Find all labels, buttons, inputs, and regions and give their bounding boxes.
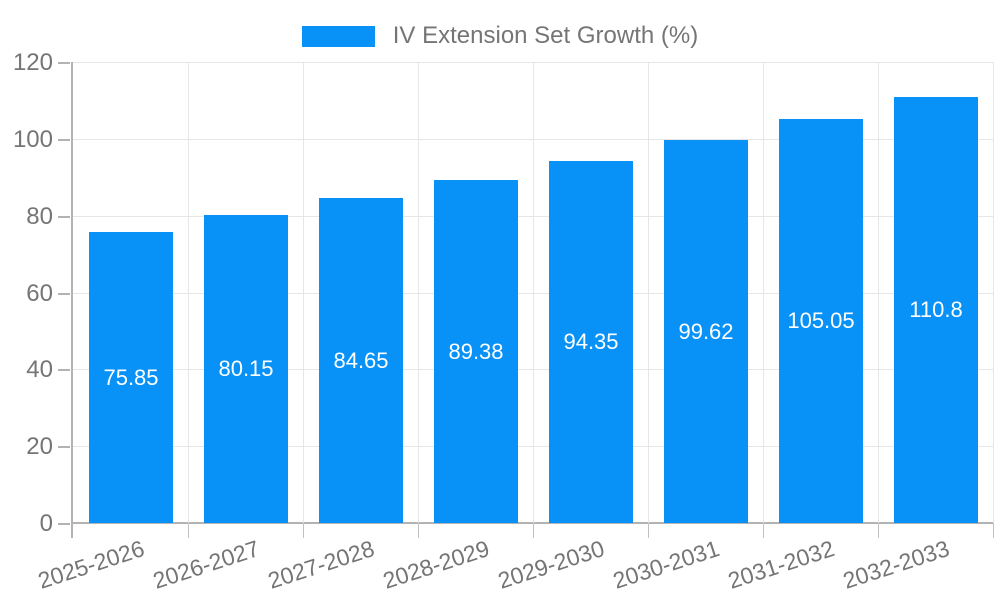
- v-gridline: [303, 62, 304, 523]
- x-tick-label: 2025-2026: [34, 535, 148, 594]
- bar[interactable]: 80.15: [204, 215, 288, 523]
- bar-value-label: 94.35: [563, 329, 619, 354]
- v-gridline: [533, 62, 534, 523]
- y-tick-mark: [58, 369, 70, 371]
- bar-value-label: 99.62: [678, 318, 734, 344]
- v-gridline: [648, 62, 649, 523]
- x-tick-mark: [418, 523, 419, 538]
- bar[interactable]: 75.85: [89, 232, 173, 523]
- v-gridline: [763, 62, 764, 523]
- bar[interactable]: 94.35: [549, 161, 633, 523]
- x-tick-label: 2031-2032: [724, 535, 838, 594]
- v-gridline: [878, 62, 879, 523]
- y-tick-mark: [58, 293, 70, 295]
- x-tick-label: 2032-2033: [839, 535, 953, 594]
- y-tick-label: 0: [39, 510, 53, 537]
- x-tick-mark: [533, 523, 534, 538]
- bar[interactable]: 84.65: [319, 198, 403, 523]
- x-tick-label: 2029-2030: [494, 535, 608, 594]
- y-tick-label: 60: [26, 280, 53, 307]
- bar[interactable]: 89.38: [434, 180, 518, 523]
- bar-value-label: 75.85: [103, 364, 159, 390]
- y-tick-mark: [58, 523, 70, 525]
- x-axis-line: [71, 522, 993, 524]
- plot-area: 0 20 40 60 80 100 120 75.85 80.15 84.65 89.38 94.35…: [13, 51, 994, 594]
- x-tick-label: 2030-2031: [609, 535, 723, 594]
- x-tick-label: 2026-2027: [149, 535, 263, 594]
- v-gridline: [993, 62, 994, 523]
- bar[interactable]: 105.05: [779, 119, 863, 523]
- x-tick-mark: [878, 523, 879, 538]
- legend-swatch: [301, 25, 375, 47]
- bar-value-label: 84.65: [333, 347, 389, 373]
- bar[interactable]: 99.62: [664, 140, 748, 523]
- y-tick-mark: [58, 446, 70, 448]
- v-gridline: [418, 62, 419, 523]
- bar-value-label: 110.8: [909, 297, 963, 322]
- x-tick-mark: [188, 523, 189, 538]
- y-tick-label: 120: [12, 49, 53, 76]
- x-tick-mark: [763, 523, 764, 538]
- legend-label: IV Extension Set Growth (%): [392, 22, 699, 49]
- x-tick-mark: [648, 523, 649, 538]
- legend-item[interactable]: IV Extension Set Growth (%): [0, 22, 1000, 50]
- bar-value-label: 80.15: [218, 356, 274, 381]
- y-tick-mark: [58, 62, 70, 64]
- y-tick-label: 20: [26, 433, 53, 460]
- bar-value-label: 89.38: [448, 338, 504, 364]
- x-tick-label: 2027-2028: [264, 535, 378, 594]
- bar[interactable]: 110.8: [894, 97, 978, 523]
- x-tick-mark: [71, 523, 73, 538]
- v-gridline: [188, 62, 189, 523]
- y-tick-label: 100: [12, 126, 53, 153]
- y-tick-mark: [58, 139, 70, 141]
- bar-value-label: 105.05: [787, 308, 855, 333]
- x-tick-mark: [993, 523, 994, 538]
- x-tick-label: 2028-2029: [379, 535, 493, 594]
- y-tick-label: 40: [26, 356, 53, 383]
- y-tick-label: 80: [26, 203, 53, 230]
- x-tick-mark: [303, 523, 304, 538]
- y-tick-mark: [58, 216, 70, 218]
- y-axis-line: [71, 62, 73, 523]
